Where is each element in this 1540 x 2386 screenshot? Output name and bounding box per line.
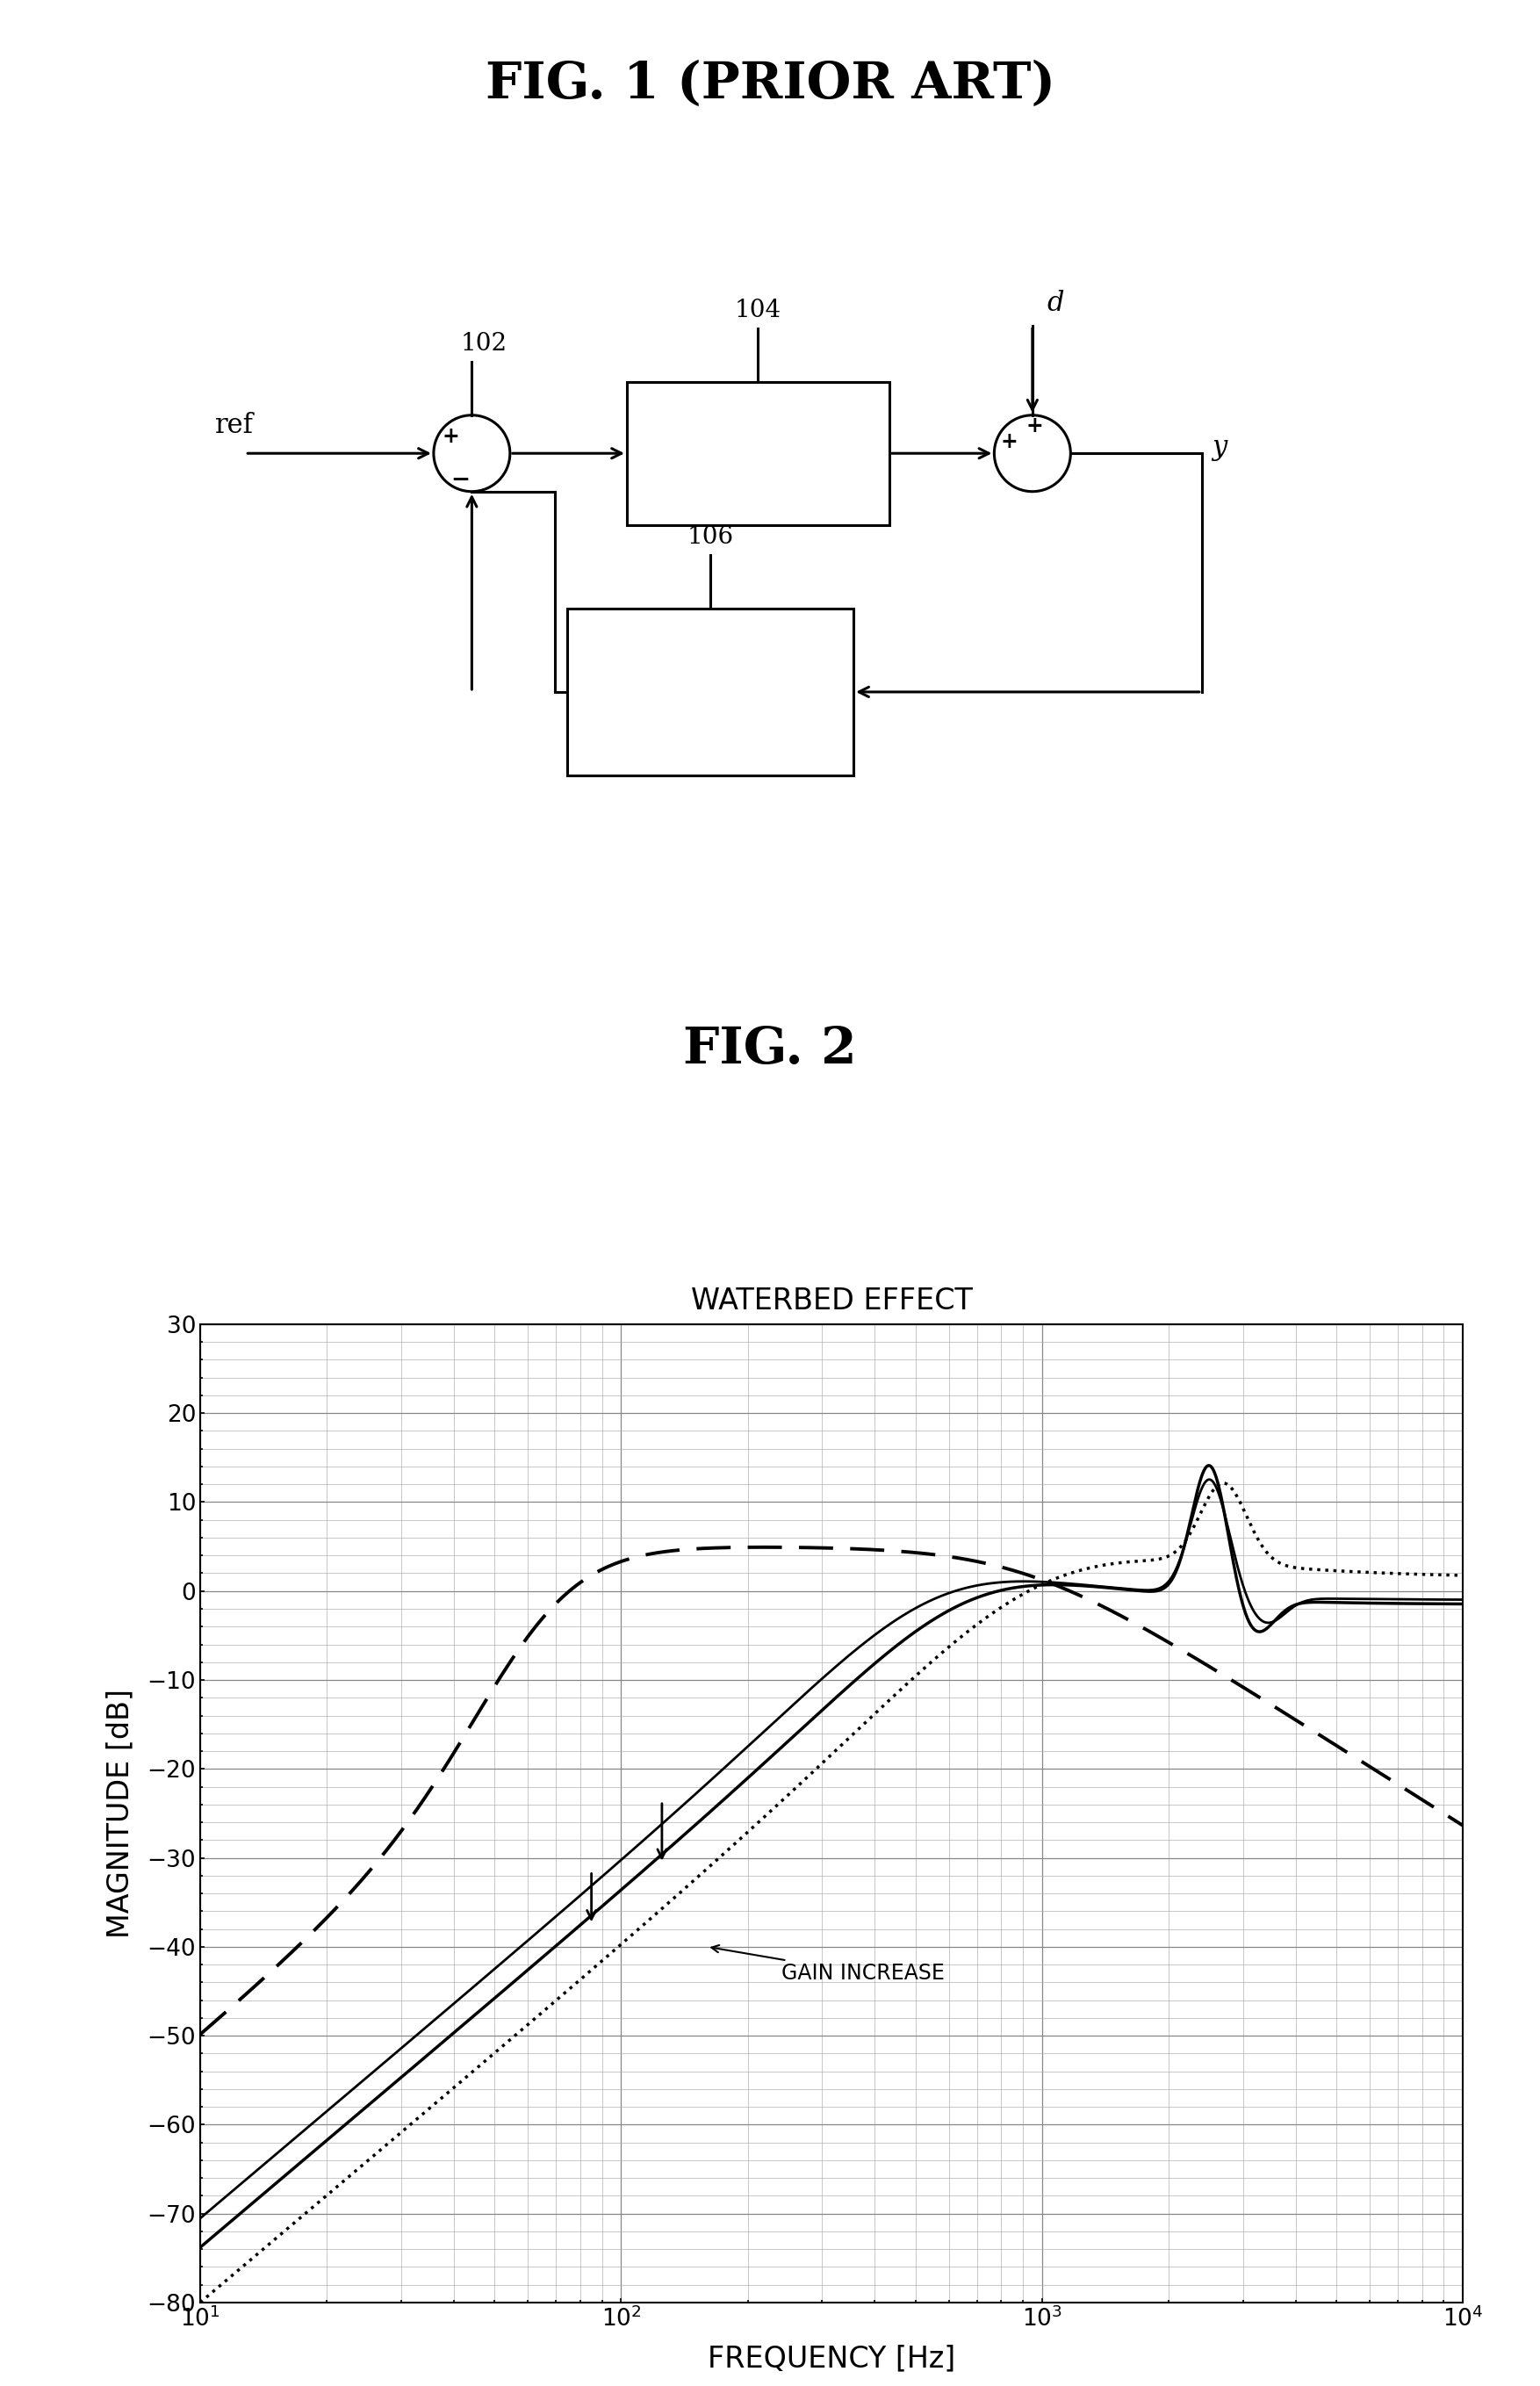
Text: +: + — [1026, 415, 1043, 437]
Text: ESTIMATOR /
CONTROLLER: ESTIMATOR / CONTROLLER — [624, 661, 796, 723]
Text: +: + — [442, 425, 459, 446]
Text: GAIN INCREASE: GAIN INCREASE — [711, 1945, 944, 1985]
FancyBboxPatch shape — [627, 382, 889, 525]
Text: y: y — [1212, 434, 1226, 460]
X-axis label: FREQUENCY [Hz]: FREQUENCY [Hz] — [708, 2343, 955, 2374]
Text: FIG. 1 (PRIOR ART): FIG. 1 (PRIOR ART) — [485, 60, 1055, 110]
Text: 102: 102 — [460, 332, 507, 356]
FancyBboxPatch shape — [567, 608, 853, 775]
Text: d: d — [1047, 291, 1064, 317]
Text: ref: ref — [216, 413, 254, 439]
Text: −: − — [451, 468, 470, 492]
Text: +: + — [1001, 432, 1018, 453]
Title: WATERBED EFFECT: WATERBED EFFECT — [691, 1286, 972, 1315]
Text: FIG. 2: FIG. 2 — [684, 1026, 856, 1074]
Y-axis label: MAGNITUDE [dB]: MAGNITUDE [dB] — [106, 1689, 136, 1937]
Text: PLANT: PLANT — [701, 439, 815, 468]
Text: 106: 106 — [687, 525, 733, 549]
Text: 104: 104 — [735, 298, 781, 322]
